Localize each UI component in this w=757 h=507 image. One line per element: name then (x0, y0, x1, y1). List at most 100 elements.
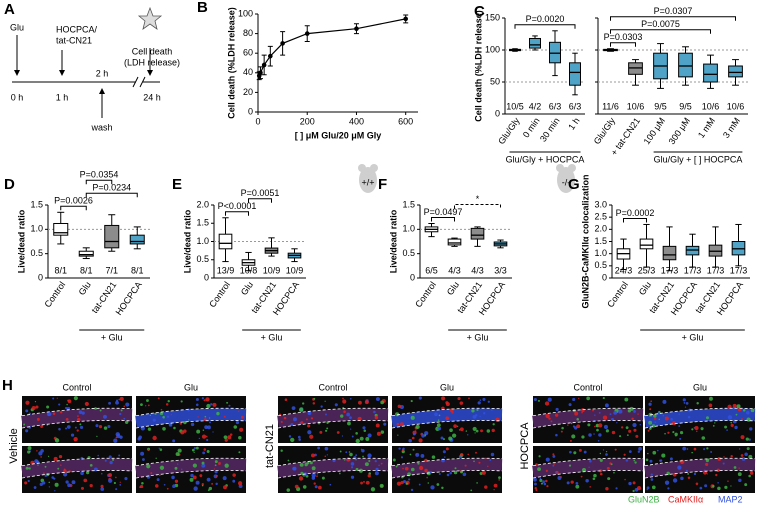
micrograph (276, 396, 389, 444)
significance-bracket (623, 217, 647, 223)
puncta (652, 450, 657, 455)
puncta (542, 480, 546, 484)
puncta (124, 420, 129, 424)
puncta (226, 401, 229, 404)
puncta (201, 482, 204, 486)
puncta (539, 477, 542, 480)
puncta (412, 432, 416, 436)
dendrite (643, 458, 756, 478)
puncta (629, 406, 634, 411)
puncta (639, 424, 641, 426)
puncta (80, 471, 84, 476)
puncta (156, 478, 160, 482)
puncta (355, 459, 357, 461)
puncta (649, 408, 652, 411)
data-point (304, 31, 310, 36)
n-label: 8/1 (80, 265, 93, 275)
puncta (211, 482, 214, 485)
puncta (223, 485, 227, 490)
puncta (537, 399, 540, 402)
puncta (664, 416, 669, 421)
puncta (46, 424, 49, 427)
puncta (706, 447, 709, 450)
puncta (25, 400, 30, 405)
puncta (599, 472, 603, 476)
legend-entry: CaMKIIα (668, 494, 703, 504)
puncta (108, 401, 112, 405)
puncta (638, 446, 642, 451)
puncta (568, 403, 572, 407)
puncta (398, 447, 401, 450)
puncta (594, 414, 596, 416)
puncta (73, 437, 78, 442)
puncta (201, 461, 205, 465)
puncta (340, 414, 344, 418)
panel-letter: B (197, 0, 208, 16)
puncta (424, 468, 428, 473)
puncta (190, 422, 195, 427)
puncta (284, 398, 288, 401)
puncta (633, 459, 636, 462)
puncta (109, 460, 113, 465)
puncta (378, 464, 380, 467)
puncta (205, 397, 210, 402)
n-label: 11/6 (602, 101, 619, 111)
data-point (354, 26, 359, 32)
puncta (290, 437, 295, 443)
puncta (154, 412, 157, 415)
n-label: 25/3 (638, 265, 656, 275)
puncta (314, 485, 318, 489)
puncta (46, 412, 51, 417)
puncta (480, 429, 484, 433)
box (470, 227, 485, 240)
puncta (604, 403, 609, 408)
puncta (77, 415, 79, 418)
puncta (587, 423, 591, 427)
puncta (291, 406, 296, 411)
puncta (193, 486, 198, 491)
puncta (204, 425, 208, 430)
arrowhead (147, 70, 153, 76)
puncta (730, 454, 733, 458)
puncta (313, 397, 316, 400)
significance-bracket (85, 192, 138, 198)
puncta (682, 398, 686, 402)
puncta (632, 422, 637, 428)
puncta (367, 433, 372, 438)
puncta (358, 468, 364, 473)
puncta (115, 400, 119, 405)
puncta (202, 451, 206, 455)
y-tick-label: 1.5 (196, 218, 209, 228)
puncta (152, 435, 157, 441)
puncta (540, 482, 544, 485)
puncta (159, 448, 163, 451)
mouse-icon (556, 164, 576, 193)
puncta (605, 429, 609, 433)
puncta (392, 458, 396, 462)
puncta (653, 417, 657, 420)
legend-entry: MAP2 (718, 494, 743, 504)
puncta (633, 428, 637, 432)
puncta (300, 421, 304, 425)
puncta (172, 439, 176, 443)
puncta (626, 434, 629, 436)
puncta (166, 487, 169, 490)
puncta (350, 475, 355, 479)
puncta (199, 474, 203, 477)
puncta (460, 470, 463, 474)
puncta (28, 467, 31, 470)
puncta (163, 483, 166, 486)
panel-h: H Vehicle Control Glu tat-CN21 Control Glu HOC… (2, 377, 756, 504)
micrograph (390, 446, 503, 493)
y-tick-label: 1.5 (402, 199, 415, 209)
puncta (357, 416, 362, 421)
puncta (118, 454, 121, 457)
puncta (467, 453, 470, 456)
legend-entry: GluN2B (628, 494, 660, 504)
puncta (74, 426, 77, 429)
puncta (76, 429, 79, 432)
puncta (283, 416, 287, 420)
puncta (746, 447, 750, 451)
puncta (298, 476, 304, 481)
micrograph (134, 446, 247, 493)
